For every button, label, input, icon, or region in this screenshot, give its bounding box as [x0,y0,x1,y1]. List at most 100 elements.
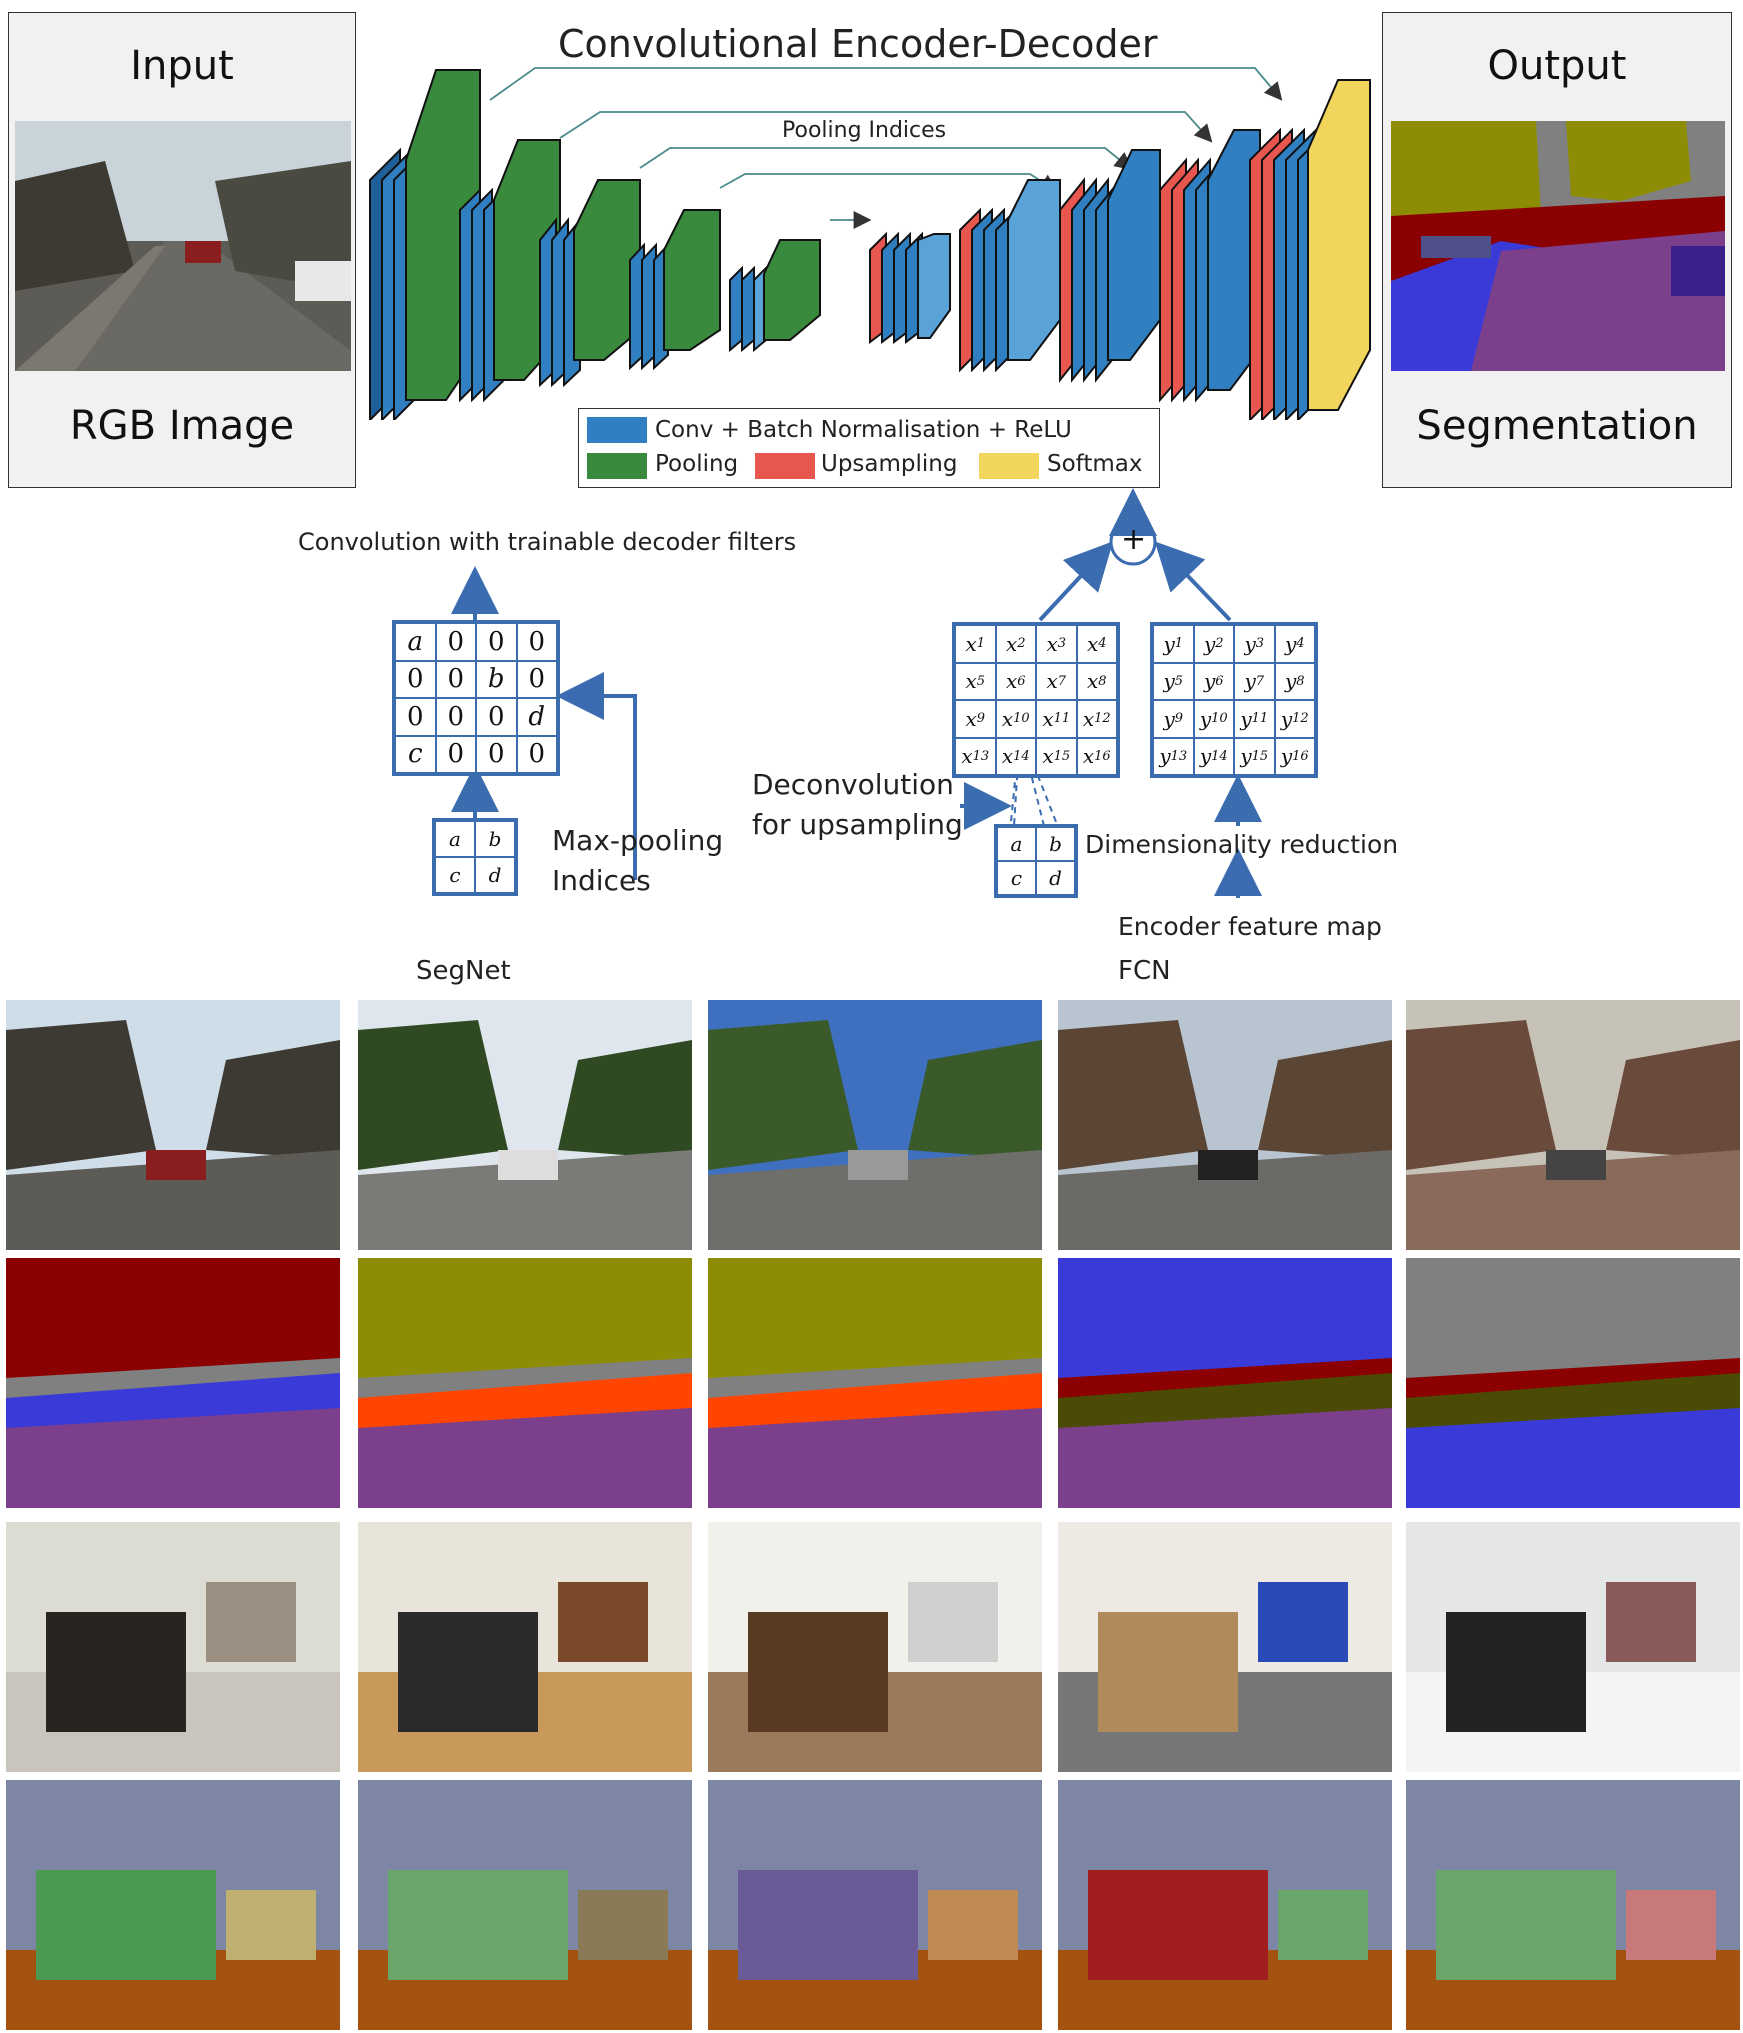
fcn-small-cell: a [997,827,1036,861]
fcn-x-cell: x 15 [1036,737,1077,775]
road-scene-photo-4 [1058,1000,1392,1250]
for-upsampling-label: for upsampling [752,808,963,841]
indoor-scene-photo-3 [708,1522,1042,1772]
legend-pooling-swatch [587,453,647,479]
pooling-indices-label: Pooling Indices [782,118,947,143]
indoor-scene-segmentation-5 [1406,1780,1740,2030]
segnet-matrix-cell: 0 [435,660,476,698]
road-scene-photo-1 [6,1000,340,1250]
segnet-matrix-cell: 0 [435,623,476,661]
encoder-block-3 [539,179,641,388]
fcn-small-cell: c [997,861,1036,895]
segnet-matrix-cell: 0 [395,660,436,698]
fcn-small-cell: b [1036,827,1075,861]
segnet-small-cell: c [435,857,475,893]
segnet-top-label: Convolution with trainable decoder filte… [298,528,797,556]
fcn-y-cell: y 12 [1274,700,1315,738]
road-scene-photo-5 [1406,1000,1740,1250]
fcn-x-cell: x 14 [995,737,1036,775]
indices-label: Indices [552,864,651,897]
decoder-block-2 [959,179,1061,373]
road-scene-photo-2 [358,1000,692,1250]
indoor-scene-photo-5 [1406,1522,1740,1772]
fcn-x-matrix: x 1 x 2 x 3 x 4 x 5 x 6 x 7 x 8 x 9 x 10 x 11 x 12 x 13 x 14 x 15 x 16 [952,622,1120,778]
fcn-title: FCN [1118,956,1171,986]
fcn-x-cell: x 12 [1076,700,1117,738]
legend-pooling-label: Pooling [655,451,739,477]
encoder-feature-map-label: Encoder feature map [1118,912,1382,941]
fcn-x-cell: x 11 [1036,700,1077,738]
legend-softmax-swatch [979,453,1039,479]
deconvolution-label: Deconvolution [752,768,954,801]
input-title: Input [130,43,234,89]
dimensionality-reduction-label: Dimensionality reduction [1085,830,1399,859]
max-pooling-label: Max-pooling [552,824,724,857]
road-scene-segmentation-4 [1058,1258,1392,1508]
input-caption: RGB Image [69,403,295,449]
segnet-matrix-cell: 0 [395,698,436,736]
decoder-block-5 [1249,79,1371,420]
legend: Conv + Batch Normalisation + ReLU Poolin… [578,408,1160,488]
legend-conv-swatch [587,417,647,443]
segnet-matrix-cell: d [516,698,557,736]
segnet-matrix-cell: 0 [516,735,557,773]
input-rgb-image [15,121,351,371]
segnet-title: SegNet [416,956,511,986]
decoder-block-3 [1059,149,1161,383]
indoor-scene-photo-2 [358,1522,692,1772]
indoor-scene-segmentation-2 [358,1780,692,2030]
legend-conv-label: Conv + Batch Normalisation + ReLU [655,417,1072,443]
decoder-block-4 [1159,129,1261,403]
indoor-scene-segmentation-1 [6,1780,340,2030]
legend-softmax-label: Softmax [1047,451,1143,477]
segnet-matrix-cell: 0 [516,660,557,698]
road-scene-segmentation-2 [358,1258,692,1508]
input-panel: Input RGB Image [8,12,356,488]
fcn-x-cell: x 13 [955,737,996,775]
segnet-small-cell: b [475,821,515,857]
indoor-scene-segmentation-4 [1058,1780,1392,2030]
indoor-scene-photo-1 [6,1522,340,1772]
segnet-matrix-cell: 0 [435,698,476,736]
road-scene-segmentation-3 [708,1258,1042,1508]
segnet-matrix-cell: a [395,623,436,661]
fcn-y-cell: y 14 [1193,737,1234,775]
road-scene-segmentation-1 [6,1258,340,1508]
segnet-matrix-cell: c [395,735,436,773]
output-panel: Output Segmentation [1382,12,1732,488]
encoder-block-5 [729,239,821,353]
fcn-y-cell: y 16 [1274,737,1315,775]
road-scene-segmentation-5 [1406,1258,1740,1508]
fcn-y-cell: y 15 [1234,737,1275,775]
fcn-y-cell: y 11 [1234,700,1275,738]
output-segmentation-image [1391,121,1725,371]
fcn-y-cell: y 13 [1153,737,1194,775]
fcn-y-cell: y 10 [1193,700,1234,738]
segnet-matrix-cell: 0 [435,735,476,773]
segnet-matrix-cell: 0 [476,698,517,736]
indoor-scene-photo-4 [1058,1522,1392,1772]
legend-upsampling-label: Upsampling [821,451,958,477]
fcn-x-cell: x 16 [1076,737,1117,775]
output-caption: Segmentation [1416,403,1698,449]
encoder-block-4 [629,209,721,371]
indoor-scene-segmentation-3 [708,1780,1042,2030]
fcn-x-cell: x 10 [995,700,1036,738]
segnet-matrix-cell: b [476,660,517,698]
fcn-y-matrix: y 1 y 2 y 3 y 4 y 5 y 6 y 7 y 8 y 9 y 10 y 11 y 12 y 13 y 14 y 15 y 16 [1150,622,1318,778]
